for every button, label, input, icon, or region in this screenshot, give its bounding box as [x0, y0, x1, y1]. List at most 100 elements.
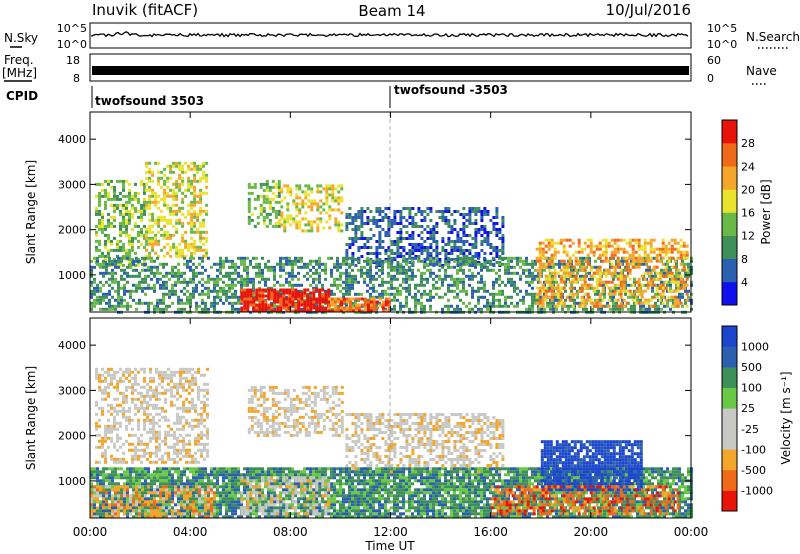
power-cell	[444, 292, 447, 296]
power-cell	[546, 301, 549, 305]
power-cell	[125, 179, 128, 183]
power-cell	[595, 271, 599, 275]
power-cell	[172, 191, 176, 195]
power-cell	[598, 295, 602, 299]
velocity-cell	[143, 442, 146, 446]
velocity-cell	[113, 424, 116, 428]
power-cell	[333, 309, 337, 313]
power-cell	[166, 218, 170, 222]
power-cell	[646, 259, 650, 263]
velocity-cell	[95, 427, 98, 431]
power-cell	[486, 289, 489, 293]
power-cell	[408, 265, 411, 269]
power-cell	[340, 223, 344, 227]
power-cell	[131, 236, 134, 240]
power-cell	[664, 265, 668, 269]
power-cell	[378, 240, 382, 243]
velocity-cell	[271, 433, 275, 437]
power-cell	[598, 268, 602, 272]
velocity-cell	[110, 379, 113, 383]
power-cell	[219, 277, 222, 281]
power-cell	[172, 224, 176, 228]
power-cell	[673, 259, 677, 263]
power-cell	[453, 219, 457, 222]
power-cell	[163, 179, 167, 183]
power-cell	[450, 231, 454, 234]
velocity-cell	[265, 409, 269, 413]
power-cell	[375, 255, 379, 258]
velocity-cell	[161, 376, 164, 380]
power-cell	[643, 253, 647, 257]
power-cell	[618, 292, 621, 296]
power-cell	[154, 242, 158, 246]
power-cell	[354, 219, 358, 222]
power-cell	[582, 256, 585, 260]
power-cell	[294, 294, 298, 298]
power-cell	[348, 297, 352, 301]
velocity-cell	[179, 451, 182, 455]
power-cell	[249, 288, 253, 292]
velocity-cell	[253, 415, 257, 419]
power-cell	[339, 303, 343, 307]
power-cell	[104, 242, 107, 246]
power-cell	[199, 188, 203, 192]
power-cell	[562, 301, 566, 305]
power-cell	[450, 258, 454, 261]
power-cell	[522, 295, 525, 299]
power-cell	[187, 209, 191, 213]
power-cell	[687, 271, 690, 275]
velocity-cell	[155, 454, 158, 458]
power-cell	[624, 292, 627, 296]
power-cell	[137, 191, 140, 195]
power-cell	[199, 212, 203, 216]
power-cell	[682, 250, 686, 254]
power-cell	[661, 250, 665, 254]
power-cell	[264, 309, 268, 313]
power-cell	[528, 307, 531, 311]
power-cell	[411, 249, 415, 252]
power-cell	[258, 297, 262, 301]
power-cell	[108, 307, 111, 311]
power-cell	[342, 309, 346, 313]
power-cell	[171, 268, 174, 272]
velocity-cell	[173, 442, 176, 446]
power-cell	[571, 271, 575, 275]
power-cell	[615, 307, 618, 311]
velocity-cell	[203, 406, 206, 410]
power-cell	[310, 187, 314, 191]
power-cell	[262, 188, 266, 192]
power-cell	[342, 292, 345, 296]
power-cell	[110, 185, 113, 189]
power-cell	[318, 280, 321, 284]
power-cell	[462, 243, 466, 246]
velocity-cell	[128, 406, 131, 410]
velocity-cell	[262, 412, 266, 416]
power-cell	[625, 274, 629, 278]
power-cell	[634, 289, 638, 293]
power-cell	[510, 265, 513, 269]
power-cell	[334, 223, 338, 227]
velocity-cell	[119, 457, 122, 461]
power-cell	[393, 210, 397, 213]
power-cell	[286, 217, 290, 221]
power-cell	[310, 220, 314, 224]
power-cell	[123, 304, 126, 308]
power-cell	[345, 306, 349, 310]
velocity-cell	[140, 394, 143, 398]
power-cell	[631, 259, 635, 263]
power-cell	[160, 227, 164, 231]
power-cell	[351, 256, 354, 260]
power-cell	[322, 187, 326, 191]
power-cell	[534, 292, 537, 296]
power-cell	[306, 309, 310, 313]
power-cell	[594, 292, 597, 296]
power-cell	[381, 295, 384, 299]
power-cell	[273, 288, 277, 292]
power-cell	[98, 239, 101, 243]
power-cell	[441, 219, 445, 222]
power-cell	[297, 265, 300, 269]
velocity-cell	[128, 448, 131, 452]
power-cell	[411, 246, 415, 249]
velocity-cell	[164, 436, 167, 440]
power-cell	[538, 250, 542, 254]
